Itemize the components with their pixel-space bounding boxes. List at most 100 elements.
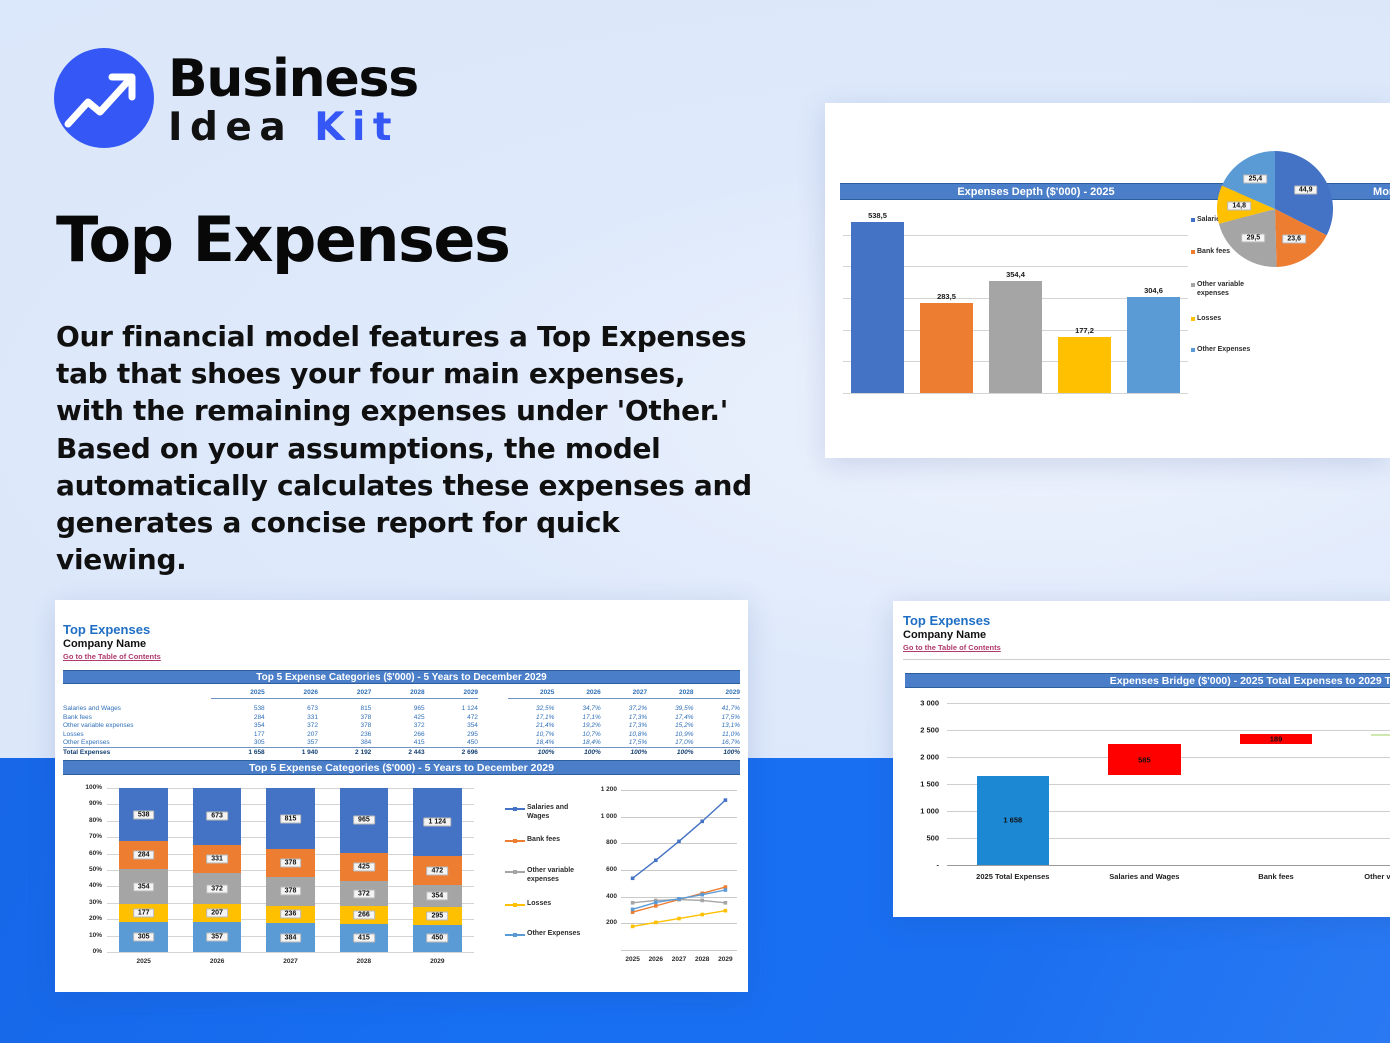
y-tick-label: 10% — [88, 931, 102, 939]
table-cell-pct: 39,5% — [675, 705, 694, 713]
brand-logo: Business Idea Kit — [54, 48, 419, 148]
y-tick-label: 100% — [85, 784, 102, 791]
table-cell-value: 372 — [307, 722, 318, 730]
table-total-pct: 100% — [508, 747, 555, 757]
stacked-segment-value: 450 — [426, 933, 449, 943]
table-cell-value: 472 — [467, 713, 478, 721]
line-marker — [654, 900, 658, 905]
bridge-sheet-title: Top Expenses — [903, 613, 991, 628]
gridline — [621, 870, 737, 871]
depth-bar-value: 304,6 — [1144, 285, 1163, 295]
table-cell-pct: 10,7% — [535, 730, 555, 738]
y-tick-label: 40% — [88, 882, 102, 890]
table-cell-pct: 19,2% — [582, 722, 601, 730]
table-cell-value: 266 — [413, 730, 425, 738]
line-marker — [654, 920, 658, 925]
stacked-segment-value: 177 — [132, 908, 155, 918]
y-tick-label: - — [936, 860, 940, 870]
table-band-title: Top 5 Expense Categories ($'000) - 5 Yea… — [63, 670, 740, 684]
x-axis — [621, 950, 737, 951]
y-tick-label: 500 — [926, 833, 939, 843]
expenses-depth-panel: Expenses Depth ($'000) - 2025 Monthly Ru… — [825, 103, 1390, 458]
table-cell-pct: 17,3% — [628, 713, 648, 721]
table-row: Other Expenses 305 357 384 415 450 18,4% 18,4% 1… — [63, 738, 740, 749]
table-cell-value: 372 — [413, 722, 425, 730]
gridline — [947, 730, 1390, 731]
bridge-toc-link[interactable]: Go to the Table of Contents — [903, 643, 1001, 652]
line-marker — [700, 898, 704, 903]
table-total-pct: 100% — [693, 747, 740, 757]
sheet-company: Company Name — [63, 638, 147, 650]
table-cell-value: 177 — [253, 730, 265, 738]
table-cell-pct: 18,4% — [554, 738, 601, 749]
y-tick-label: 400 — [606, 892, 617, 900]
table-cell-pct: 10,9% — [675, 730, 694, 738]
table-cell-pct: 17,1% — [582, 713, 601, 721]
table-cell-value: 295 — [467, 730, 478, 738]
legend-label: Losses — [527, 900, 552, 907]
x-tick-label: 2028 — [694, 956, 710, 963]
y-tick-label: 70% — [88, 833, 102, 841]
y-tick-label: 600 — [606, 866, 617, 873]
table-cell-value: 236 — [360, 730, 372, 738]
table-header-row: 2025 2026 2027 2028 2029 2025 2026 2027 2028 2029 — [63, 688, 740, 699]
line-marker — [700, 819, 704, 824]
gridline — [947, 838, 1390, 839]
expenses-table-grid: 2025 2026 2027 2028 2029 2025 2026 2027 2028 2029… — [63, 688, 740, 757]
legend-swatch — [1191, 250, 1195, 254]
stacked-segment-value: 673 — [206, 811, 228, 821]
table-cell-pct: 16,7% — [693, 738, 740, 749]
x-tick-label: 2025 — [136, 958, 151, 965]
table-total-pct: 100% — [600, 747, 648, 757]
stacked-segment-value: 415 — [353, 933, 375, 943]
legend-marker — [513, 869, 517, 874]
table-gap-cell — [478, 704, 508, 713]
y-tick-label: 200 — [606, 919, 617, 927]
depth-bar-value: 538,5 — [868, 211, 887, 221]
table-row-label: Other Expenses — [63, 739, 110, 747]
table-cell-pct: 17,5% — [721, 713, 740, 721]
table-cell-value: 331 — [307, 713, 318, 721]
stacked-segment-value: 354 — [426, 891, 449, 901]
y-tick-label: 80% — [88, 816, 102, 824]
y-tick-label: 50% — [88, 866, 102, 873]
gridline — [621, 790, 737, 791]
table-cell-value: 450 — [424, 738, 478, 749]
stacked-segment-value: 378 — [279, 858, 302, 868]
table-cell-value: 384 — [318, 738, 372, 749]
waterfall-chart: - 500 1 000 1 500 2 000 2 500 3 000 1 658 2025 T… — [905, 697, 1390, 887]
depth-bar — [1057, 336, 1112, 393]
chart-band-title: Top 5 Expense Categories ($'000) - 5 Yea… — [63, 760, 740, 775]
table-total-value: 2 696 — [424, 747, 478, 757]
stacked-segment-value: 538 — [132, 810, 155, 820]
stacked-segment-value: 284 — [132, 850, 155, 860]
sheet-title: Top Expenses — [63, 622, 151, 637]
legend-label: Losses — [1197, 315, 1222, 322]
stacked-segment-value: 378 — [279, 886, 302, 896]
waterfall-bar — [1371, 733, 1390, 737]
gridline — [947, 784, 1390, 785]
depth-band-title: Expenses Depth ($'000) - 2025 — [840, 183, 1232, 200]
line-marker — [677, 839, 681, 844]
table-row-label: Losses — [63, 730, 84, 738]
stacked-segment-value: 472 — [426, 866, 449, 876]
legend-label: Other Expenses — [527, 930, 581, 937]
pie-slice-value: 44,9 — [1293, 185, 1318, 195]
table-row: Losses 177 207 236 266 295 10,7% 10,7% 10,8% 10,9… — [63, 730, 740, 739]
table-of-contents-link[interactable]: Go to the Table of Contents — [63, 652, 161, 661]
y-tick-label: 0% — [92, 948, 102, 955]
table-row-label: Salaries and Wages — [63, 705, 121, 713]
stacked-segment-value: 965 — [353, 815, 375, 825]
table-year-header: 2029 — [424, 688, 478, 699]
legend-marker — [513, 902, 517, 907]
waterfall-bar — [976, 775, 1049, 865]
table-cell-value: 378 — [360, 713, 372, 721]
gridline — [947, 811, 1390, 812]
table-row: Salaries and Wages 538 673 815 965 1 124 32,5%… — [63, 704, 740, 713]
gridline — [843, 234, 1188, 236]
table-row: Bank fees 284 331 378 425 472 17,1% 17,1% 17,3% 1… — [63, 713, 740, 722]
legend-swatch — [1191, 218, 1195, 222]
table-cell-pct: 37,2% — [628, 705, 648, 713]
table-cell-value: 538 — [253, 705, 265, 713]
waterfall-value: 189 — [1269, 734, 1283, 744]
